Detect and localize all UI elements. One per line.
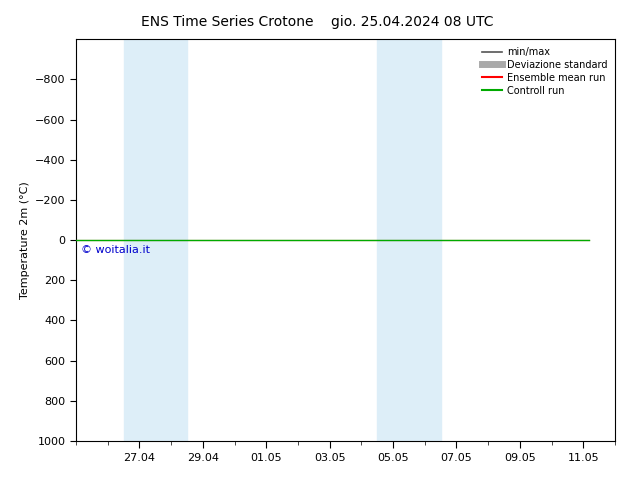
Bar <box>124 39 187 441</box>
Legend: min/max, Deviazione standard, Ensemble mean run, Controll run: min/max, Deviazione standard, Ensemble m… <box>479 44 610 98</box>
Y-axis label: Temperature 2m (°C): Temperature 2m (°C) <box>20 181 30 299</box>
Text: ENS Time Series Crotone    gio. 25.04.2024 08 UTC: ENS Time Series Crotone gio. 25.04.2024 … <box>141 15 493 29</box>
Bar <box>377 39 441 441</box>
Text: © woitalia.it: © woitalia.it <box>81 245 150 255</box>
